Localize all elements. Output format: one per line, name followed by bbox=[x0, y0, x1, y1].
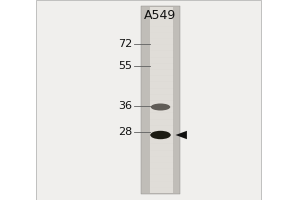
FancyBboxPatch shape bbox=[141, 6, 180, 194]
Text: 36: 36 bbox=[118, 101, 132, 111]
Ellipse shape bbox=[151, 104, 170, 110]
FancyBboxPatch shape bbox=[36, 0, 261, 200]
FancyBboxPatch shape bbox=[150, 7, 172, 193]
Text: A549: A549 bbox=[144, 9, 177, 22]
Text: 72: 72 bbox=[118, 39, 132, 49]
Ellipse shape bbox=[150, 131, 171, 139]
Polygon shape bbox=[176, 131, 187, 139]
Text: 55: 55 bbox=[118, 61, 132, 71]
Text: 28: 28 bbox=[118, 127, 132, 137]
